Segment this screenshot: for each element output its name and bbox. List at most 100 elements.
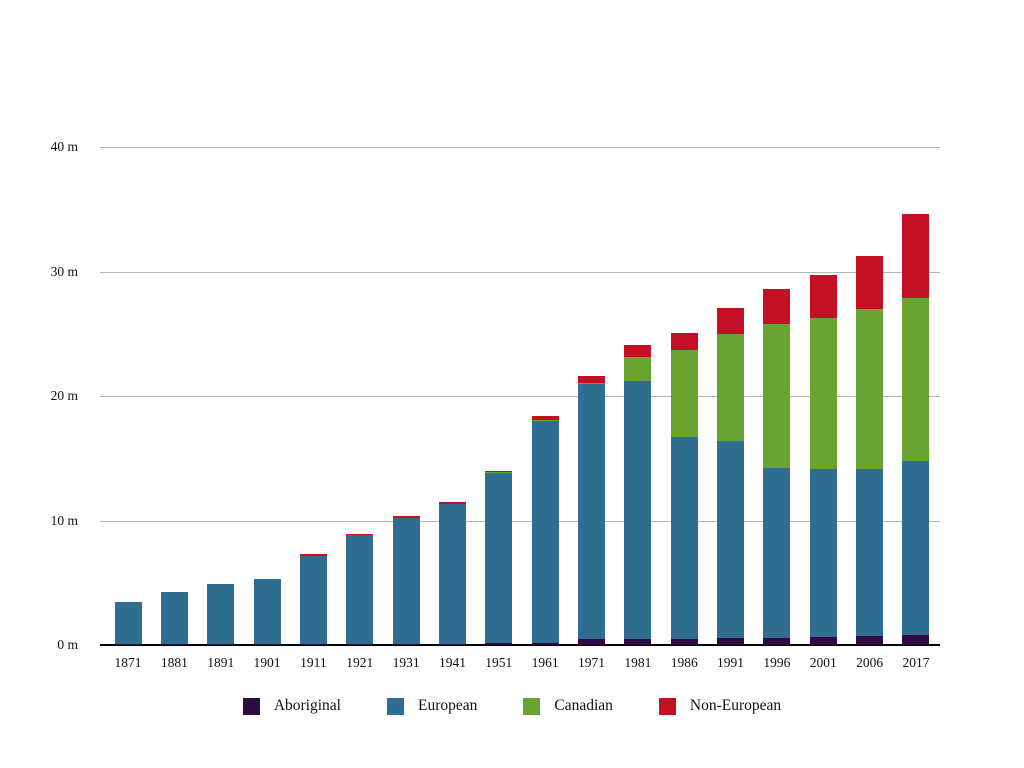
x-tick-label-1996: 1996 xyxy=(763,655,791,670)
segment-non-european-2017 xyxy=(902,214,930,298)
segment-canadian-1951 xyxy=(485,472,513,473)
legend-swatch-icon xyxy=(242,697,260,715)
gridline-30m xyxy=(100,271,940,273)
segment-aboriginal-1941 xyxy=(438,643,466,645)
segment-european-1941 xyxy=(438,504,466,644)
x-tick-label-2001: 2001 xyxy=(809,655,837,670)
segment-aboriginal-1951 xyxy=(485,643,513,645)
segment-aboriginal-1901 xyxy=(253,643,281,645)
x-tick-label-1961: 1961 xyxy=(531,655,559,670)
x-tick-label-1871: 1871 xyxy=(114,655,142,670)
segment-aboriginal-1921 xyxy=(346,643,374,645)
x-tick-label-1981: 1981 xyxy=(624,655,652,670)
segment-canadian-2017 xyxy=(902,297,930,462)
segment-european-2001 xyxy=(809,469,837,637)
x-tick-label-1891: 1891 xyxy=(207,655,235,670)
legend-swatch-icon xyxy=(658,697,676,715)
y-tick-label-0m: 0 m xyxy=(57,637,78,652)
legend-item-european: European xyxy=(386,697,478,715)
segment-aboriginal-2001 xyxy=(809,636,837,645)
x-tick-label-2017: 2017 xyxy=(902,655,930,670)
segment-non-european-1981 xyxy=(624,344,652,358)
segment-non-european-1991 xyxy=(717,307,745,335)
segment-aboriginal-1871 xyxy=(114,644,142,645)
segment-aboriginal-1881 xyxy=(160,643,188,645)
bar-2006 xyxy=(856,255,884,645)
bar-1961 xyxy=(531,416,559,645)
bar-1911 xyxy=(299,554,327,645)
segment-european-1981 xyxy=(624,381,652,640)
segment-european-1881 xyxy=(160,591,188,644)
bar-2001 xyxy=(809,275,837,645)
segment-european-1996 xyxy=(763,468,791,638)
segment-european-1986 xyxy=(670,437,698,639)
segment-european-1891 xyxy=(207,584,235,644)
segment-aboriginal-1911 xyxy=(299,643,327,645)
segment-european-1931 xyxy=(392,517,420,644)
segment-non-european-1951 xyxy=(485,470,513,473)
segment-aboriginal-1931 xyxy=(392,643,420,645)
y-tick-label-40m: 40 m xyxy=(50,139,78,154)
legend-label: Canadian xyxy=(554,697,613,714)
segment-european-1951 xyxy=(485,472,513,644)
segment-canadian-1971 xyxy=(578,383,605,384)
bar-1891 xyxy=(207,584,235,645)
bar-1921 xyxy=(346,533,374,645)
segment-european-1901 xyxy=(253,579,281,644)
segment-aboriginal-1981 xyxy=(624,639,652,645)
segment-aboriginal-1961 xyxy=(531,642,559,645)
segment-canadian-2006 xyxy=(856,308,884,469)
segment-canadian-1996 xyxy=(763,324,791,469)
segment-non-european-1941 xyxy=(438,502,466,505)
x-tick-label-1881: 1881 xyxy=(160,655,188,670)
bar-1991 xyxy=(717,307,745,645)
bar-1881 xyxy=(160,591,188,645)
x-tick-label-1921: 1921 xyxy=(346,655,374,670)
x-tick-label-1951: 1951 xyxy=(485,655,513,670)
segment-non-european-2001 xyxy=(809,275,837,318)
legend-label: Aboriginal xyxy=(273,697,341,714)
segment-non-european-1921 xyxy=(346,533,374,535)
bar-1971 xyxy=(578,375,605,645)
gridline-20m xyxy=(100,396,940,397)
gridline-10m xyxy=(100,520,940,522)
segment-non-european-1961 xyxy=(531,416,559,421)
segment-aboriginal-1986 xyxy=(670,638,698,645)
segment-canadian-1991 xyxy=(717,334,745,441)
legend-item-aboriginal: Aboriginal xyxy=(242,697,341,715)
x-tick-label-1941: 1941 xyxy=(438,655,466,670)
segment-european-1991 xyxy=(717,440,745,638)
segment-european-2017 xyxy=(902,461,930,636)
bar-1986 xyxy=(670,333,698,645)
legend-item-canadian: Canadian xyxy=(523,697,613,715)
segment-aboriginal-1891 xyxy=(207,643,235,645)
x-tick-label-1911: 1911 xyxy=(300,655,327,670)
legend-swatch-icon xyxy=(386,697,404,715)
segment-aboriginal-2017 xyxy=(902,635,930,645)
segment-european-2006 xyxy=(856,468,884,637)
segment-european-1971 xyxy=(578,383,605,640)
bar-1941 xyxy=(438,502,466,645)
y-tick-label-10m: 10 m xyxy=(50,512,78,528)
legend-label: European xyxy=(417,697,478,714)
legend-item-non-european: Non-European xyxy=(658,697,781,715)
y-tick-label-30m: 30 m xyxy=(50,263,78,279)
gridline-40m xyxy=(100,147,940,148)
segment-canadian-1961 xyxy=(531,420,559,422)
segment-european-1921 xyxy=(346,534,374,644)
segment-non-european-2006 xyxy=(856,255,884,309)
x-tick-label-1991: 1991 xyxy=(717,655,745,670)
segment-european-1871 xyxy=(114,601,142,645)
bar-1951 xyxy=(485,470,513,645)
x-tick-label-1901: 1901 xyxy=(253,655,281,670)
x-tick-label-1931: 1931 xyxy=(392,655,420,670)
segment-non-european-1986 xyxy=(670,333,698,350)
segment-canadian-1986 xyxy=(670,349,698,438)
y-tick-label-20m: 20 m xyxy=(50,388,78,403)
bar-1981 xyxy=(624,344,652,645)
bar-1871 xyxy=(114,601,142,645)
x-tick-label-2006: 2006 xyxy=(856,655,884,670)
bar-1901 xyxy=(253,579,281,645)
segment-canadian-2001 xyxy=(809,317,837,470)
